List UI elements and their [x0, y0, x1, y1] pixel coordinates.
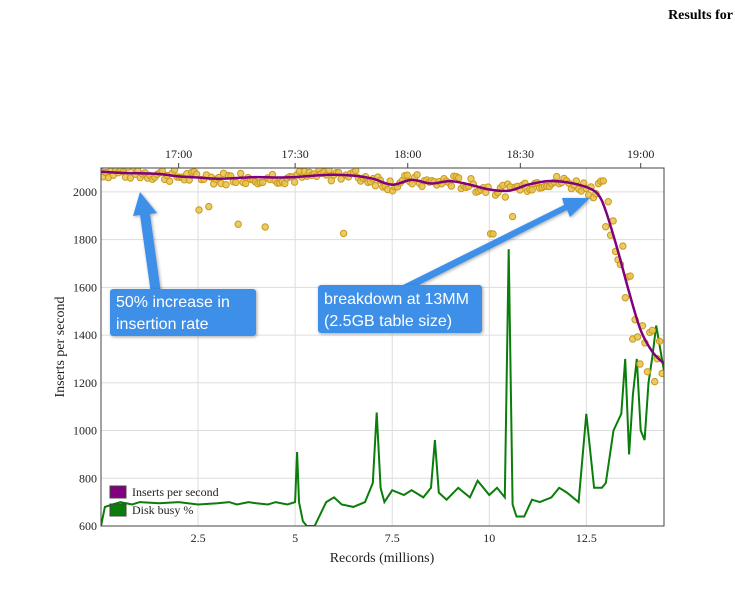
series-line-disk-busy: [101, 249, 664, 526]
top-tick-label: 19:00: [627, 147, 654, 161]
inserts-point: [658, 369, 664, 378]
y-tick-label: 1400: [73, 328, 97, 342]
inserts-point: [501, 193, 509, 201]
top-tick-label: 17:00: [165, 147, 192, 161]
top-tick-label: 18:30: [507, 147, 534, 161]
legend-swatch-inserts: [109, 485, 127, 499]
inserts-point: [621, 294, 629, 302]
inserts-point: [352, 168, 360, 175]
inserts-point: [489, 230, 497, 238]
inserts-point: [126, 174, 135, 182]
inserts-point: [643, 368, 652, 376]
inserts-point: [165, 177, 174, 185]
y-tick-label: 2000: [73, 185, 97, 199]
legend-entry-disk-busy: Disk busy %: [132, 503, 193, 517]
series-line-inserts: [101, 170, 664, 365]
annotation-2-line-2: (2.5GB table size): [324, 313, 452, 330]
inserts-point: [371, 182, 380, 190]
y-tick-label: 1600: [73, 280, 97, 294]
annotation-1-line-1: 50% increase in: [116, 294, 230, 311]
x-tick-label: 5: [292, 531, 298, 545]
x-tick-label: 2.5: [191, 531, 206, 545]
inserts-point: [599, 177, 607, 185]
inserts-point: [222, 181, 230, 189]
inserts-point: [195, 206, 203, 214]
inserts-point: [259, 178, 267, 187]
y-tick-label: 1800: [73, 233, 97, 247]
inserts-point: [636, 360, 644, 368]
x-tick-label: 7.5: [385, 531, 400, 545]
annotation-1-line-2: insertion rate: [116, 316, 209, 333]
inserts-point: [413, 171, 421, 179]
inserts-point: [648, 326, 656, 335]
legend: Inserts per second Disk busy %: [109, 485, 219, 517]
inserts-point: [170, 168, 179, 174]
inserts-point: [403, 171, 411, 179]
inserts-point: [339, 229, 348, 238]
inserts-point: [261, 223, 269, 231]
annotation-arrow-1: [133, 192, 161, 294]
inserts-point: [508, 212, 517, 221]
y-tick-label: 1000: [73, 424, 97, 438]
inserts-point: [234, 220, 242, 228]
annotation-box-1: [110, 289, 256, 336]
x-tick-label: 12.5: [576, 531, 597, 545]
annotation-2-line-1: breakdown at 13MM: [324, 291, 469, 308]
x-axis-label: Records (millions): [330, 551, 435, 566]
inserts-point: [651, 377, 659, 386]
inserts-point: [232, 178, 240, 187]
inserts-point: [604, 198, 612, 206]
x-tick-label: 10: [483, 531, 495, 545]
inserts-point: [633, 333, 642, 341]
inserts-point: [602, 223, 610, 231]
inserts-point: [408, 180, 416, 188]
annotation-breakdown: breakdown at 13MM (2.5GB table size): [318, 198, 590, 333]
annotation-arrow-2: [401, 198, 590, 292]
y-axis-label: Inserts per second: [53, 296, 68, 397]
inserts-point: [325, 168, 333, 174]
legend-swatch-disk-busy: [109, 503, 127, 517]
inserts-point: [619, 242, 627, 250]
inserts-point: [447, 182, 456, 190]
top-tick-label: 17:30: [281, 147, 308, 161]
inserts-point: [237, 169, 245, 178]
y-tick-label: 600: [79, 519, 97, 533]
annotation-box-2: [318, 285, 482, 333]
inserts-point: [290, 178, 299, 186]
inserts-point: [205, 202, 213, 211]
inserts-point: [455, 174, 463, 182]
y-tick-label: 1200: [73, 376, 97, 390]
inserts-point: [528, 186, 536, 194]
page-title: Results for: [668, 8, 733, 23]
plot-frame: [100, 167, 665, 527]
legend-entry-inserts: Inserts per second: [132, 485, 219, 499]
top-tick-label: 18:00: [394, 147, 421, 161]
y-tick-label: 800: [79, 471, 97, 485]
plot-area: [101, 168, 664, 526]
annotation-insertion-rate: 50% increase in insertion rate: [110, 192, 256, 336]
inserts-point: [626, 272, 634, 280]
inserts-point: [655, 337, 664, 345]
inserts-point: [553, 172, 561, 181]
